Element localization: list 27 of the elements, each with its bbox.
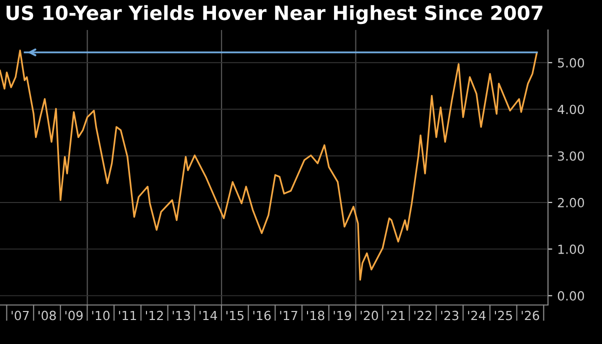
y-tick-label: 1.00 [558, 244, 584, 254]
x-tick-label: '10 [92, 310, 110, 320]
x-tick-label: '07 [12, 310, 29, 320]
x-tick-label: '17 [280, 310, 298, 320]
x-tick-label: '20 [360, 310, 378, 320]
x-tick-label: '21 [388, 310, 405, 320]
y-tick-label: 3.00 [558, 151, 584, 161]
y-tick-label: 0.00 [558, 291, 584, 301]
x-tick-label: '12 [146, 310, 163, 320]
x-tick-label: '19 [334, 310, 352, 320]
x-tick-label: '24 [468, 310, 486, 320]
x-tick-label: '13 [172, 310, 190, 320]
x-tick-label: '15 [226, 310, 244, 320]
y-tick-label: 2.00 [558, 198, 584, 208]
x-tick-label: '09 [65, 310, 83, 320]
x-tick-label: '22 [414, 310, 432, 320]
x-tick-label: '23 [441, 310, 458, 320]
chart-title: US 10-Year Yields Hover Near Highest Since 2007 [6, 5, 542, 24]
x-tick-label: '08 [38, 310, 56, 320]
x-tick-label: '16 [253, 310, 271, 320]
x-tick-label: '18 [306, 310, 324, 320]
y-tick-label: 5.00 [558, 58, 584, 68]
x-tick-label: '14 [200, 310, 218, 320]
y-tick-label: 4.00 [558, 104, 584, 114]
x-tick-label: '25 [494, 310, 512, 320]
x-tick-label: '26 [522, 310, 540, 320]
x-tick-label: '11 [119, 310, 136, 320]
